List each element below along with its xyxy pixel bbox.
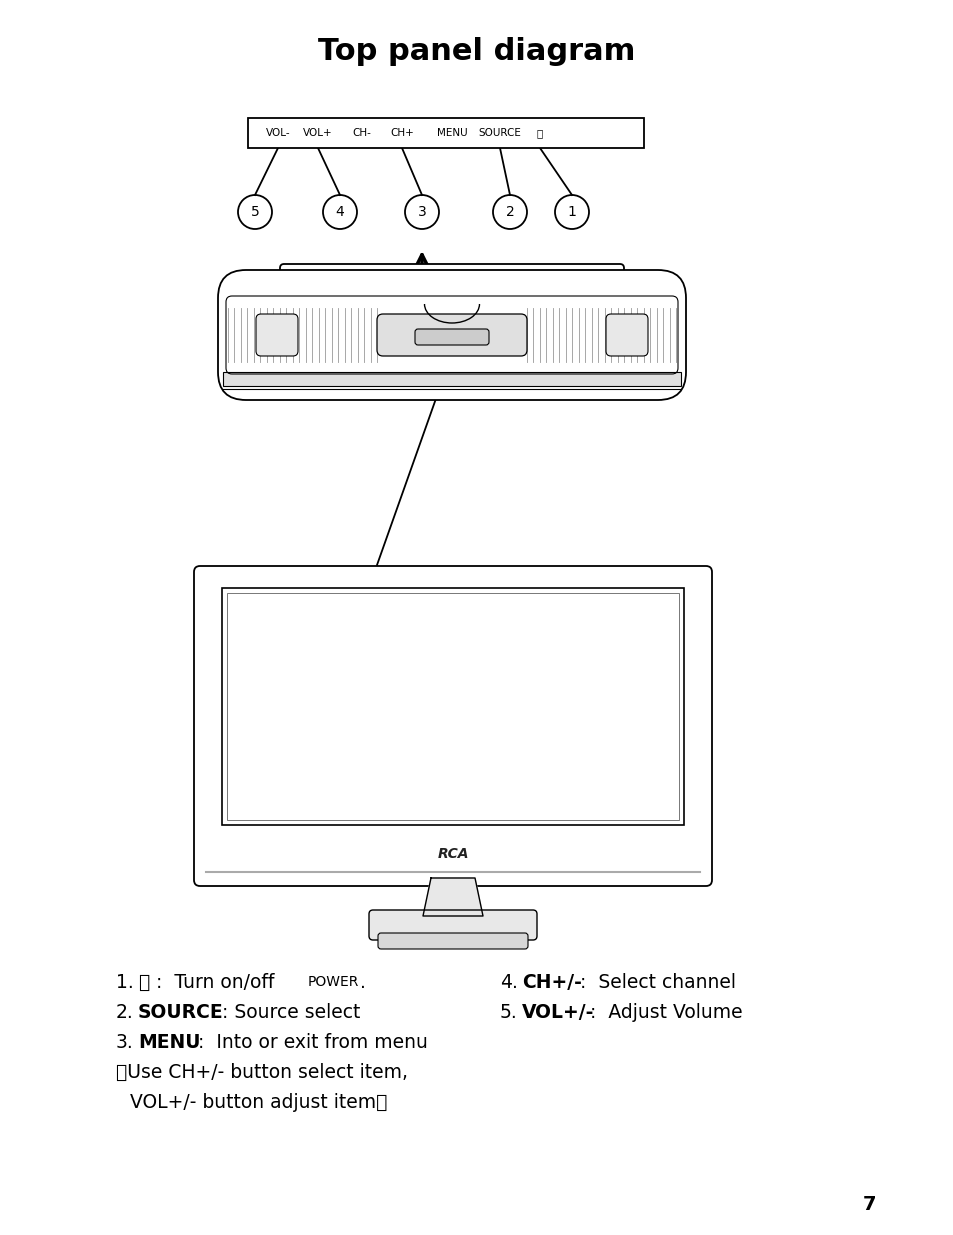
Text: RCA: RCA bbox=[436, 847, 468, 861]
Text: VOL+/-: VOL+/- bbox=[521, 1003, 594, 1021]
Text: 5: 5 bbox=[251, 205, 259, 219]
FancyBboxPatch shape bbox=[218, 270, 685, 400]
Text: 2: 2 bbox=[505, 205, 514, 219]
FancyBboxPatch shape bbox=[369, 910, 537, 940]
Text: VOL+/- button adjust item）: VOL+/- button adjust item） bbox=[130, 1093, 387, 1112]
Text: : Source select: : Source select bbox=[222, 1003, 360, 1021]
Text: :  Into or exit from menu: : Into or exit from menu bbox=[198, 1032, 428, 1051]
Text: VOL-: VOL- bbox=[265, 128, 290, 138]
Text: CH+: CH+ bbox=[390, 128, 414, 138]
Bar bbox=[227, 593, 679, 820]
Text: CH+/-: CH+/- bbox=[521, 972, 581, 992]
FancyBboxPatch shape bbox=[255, 314, 297, 356]
Text: 2.: 2. bbox=[116, 1003, 133, 1021]
Text: POWER: POWER bbox=[308, 974, 359, 989]
Text: 5.: 5. bbox=[499, 1003, 517, 1021]
Text: MENU: MENU bbox=[436, 128, 467, 138]
Text: 4.: 4. bbox=[499, 972, 517, 992]
Text: :  Turn on/off: : Turn on/off bbox=[156, 972, 280, 992]
Text: SOURCE: SOURCE bbox=[138, 1003, 223, 1021]
Bar bbox=[248, 119, 643, 148]
Text: 1: 1 bbox=[567, 205, 576, 219]
Text: VOL+: VOL+ bbox=[303, 128, 333, 138]
FancyBboxPatch shape bbox=[280, 264, 623, 333]
FancyBboxPatch shape bbox=[377, 932, 527, 948]
Text: ⏻: ⏻ bbox=[537, 128, 542, 138]
Polygon shape bbox=[422, 878, 482, 916]
Bar bbox=[222, 588, 683, 825]
FancyBboxPatch shape bbox=[193, 566, 711, 885]
Text: CH-: CH- bbox=[353, 128, 371, 138]
Text: MENU: MENU bbox=[138, 1032, 200, 1051]
Text: :  Adjust Volume: : Adjust Volume bbox=[589, 1003, 741, 1021]
FancyBboxPatch shape bbox=[415, 329, 489, 345]
Text: :  Select channel: : Select channel bbox=[579, 972, 735, 992]
Text: SOURCE: SOURCE bbox=[478, 128, 521, 138]
Text: 3: 3 bbox=[417, 205, 426, 219]
Text: Top panel diagram: Top panel diagram bbox=[318, 37, 635, 67]
Text: 1.: 1. bbox=[116, 972, 133, 992]
FancyBboxPatch shape bbox=[376, 314, 526, 356]
Text: ⏻: ⏻ bbox=[138, 972, 149, 992]
Text: .: . bbox=[359, 972, 366, 992]
Text: 4: 4 bbox=[335, 205, 344, 219]
FancyBboxPatch shape bbox=[605, 314, 647, 356]
Text: 7: 7 bbox=[862, 1195, 876, 1214]
Text: （Use CH+/- button select item,: （Use CH+/- button select item, bbox=[116, 1062, 408, 1082]
Text: 3.: 3. bbox=[116, 1032, 133, 1051]
Bar bbox=[223, 372, 680, 387]
